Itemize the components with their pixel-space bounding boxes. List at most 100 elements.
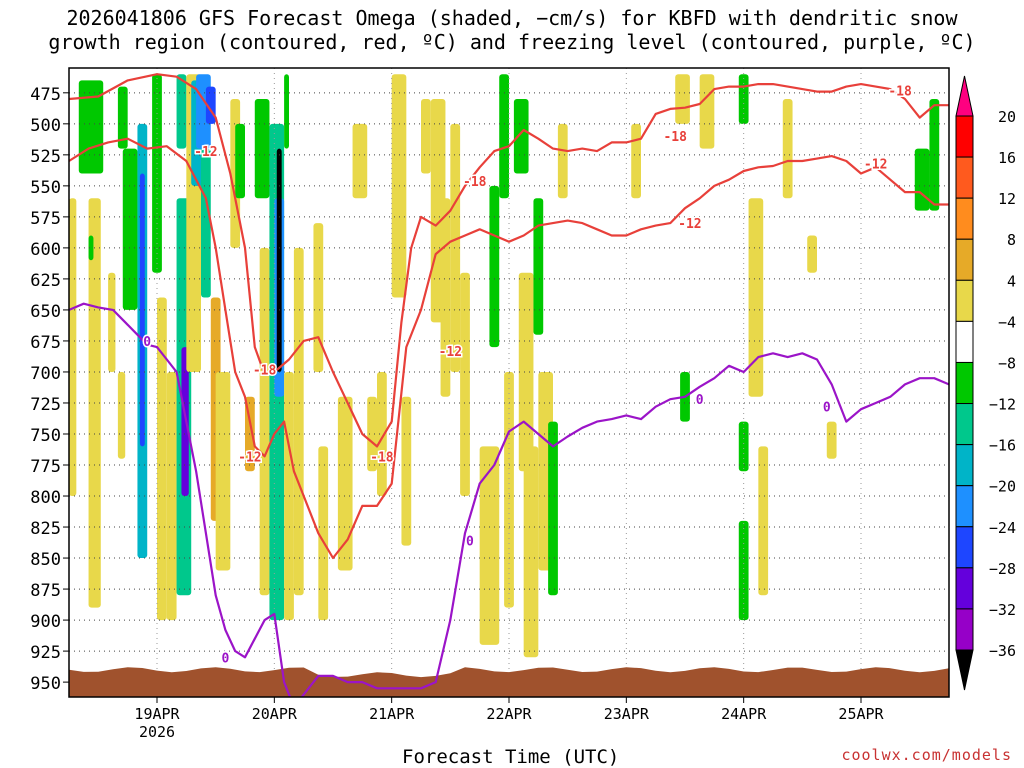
omega-shade-patch: [401, 396, 412, 546]
omega-shade-patch: [450, 123, 461, 372]
omega-shade-patch: [748, 198, 764, 397]
y-tick-label: 875: [30, 581, 61, 601]
x-tick-label: 20APR: [252, 705, 298, 723]
colorbar-swatch: [955, 444, 974, 487]
omega-shade-patch: [533, 198, 544, 335]
omega-shade-patch: [548, 421, 558, 596]
contour-label: 0: [143, 335, 151, 350]
omega-shade-patch: [499, 74, 509, 199]
omega-shade-patch: [460, 272, 470, 497]
omega-shade-patch: [675, 74, 690, 124]
x-tick-label: 22APR: [486, 705, 532, 723]
omega-shade-patch: [284, 74, 289, 149]
surface-terrain: [69, 667, 949, 697]
omega-shade-patch: [352, 123, 368, 199]
y-tick-label: 525: [30, 147, 61, 167]
contour-label: -18: [663, 130, 687, 145]
omega-shade-patch: [293, 247, 304, 596]
colorbar-swatch: [955, 485, 974, 528]
y-tick-label: 700: [30, 364, 61, 384]
omega-shade-patch: [181, 347, 189, 497]
contour-label: -18: [463, 175, 487, 190]
contour-label: -12: [238, 450, 261, 465]
contour-line: [69, 73, 949, 448]
omega-shade-patch: [440, 198, 451, 397]
colorbar-label: 16: [998, 149, 1016, 167]
contour-label: -18: [253, 363, 277, 378]
x-year-label: 2026: [139, 723, 175, 741]
y-tick-label: 775: [30, 457, 61, 477]
contour-label: 0: [696, 393, 704, 408]
omega-shade-patch: [201, 148, 211, 298]
omega-shade-patch: [557, 123, 568, 199]
omega-shade-patch: [254, 99, 270, 199]
y-tick-label: 850: [30, 550, 61, 570]
x-axis-title: Forecast Time (UTC): [402, 746, 620, 768]
omega-shade-patch: [699, 74, 715, 149]
y-tick-label: 500: [30, 116, 61, 136]
contour-label: -12: [439, 345, 462, 360]
x-tick-label: 19APR: [134, 705, 180, 723]
colorbar-top-arrow: [955, 75, 974, 117]
colorbar-label: 12: [998, 190, 1016, 208]
contour-label: -18: [370, 450, 394, 465]
omega-shade-patch: [807, 235, 817, 273]
omega-shade-patch: [78, 80, 104, 174]
contour-label: -12: [864, 158, 887, 173]
colorbar-label: −4: [998, 313, 1016, 331]
contour-line: [69, 137, 949, 560]
omega-shade-patch: [117, 371, 126, 459]
x-tick-label: 21APR: [369, 705, 415, 723]
contour-label: -12: [678, 217, 701, 232]
colorbar-swatch: [955, 608, 974, 651]
colorbar-label: 4: [1007, 272, 1016, 290]
omega-shade-patch: [69, 198, 77, 497]
colorbar-label: −8: [998, 354, 1016, 372]
plot-area: -12 -18 -12 -18 -18 -12 -12 -18 -12 -18 0 0 0 0 0: [69, 68, 949, 697]
omega-shade-patch: [108, 272, 116, 372]
omega-shade-patch: [421, 99, 431, 174]
omega-shade-patch: [139, 173, 145, 447]
y-tick-label: 475: [30, 85, 61, 105]
omega-shade-patch: [738, 74, 749, 124]
y-tick-label: 825: [30, 519, 61, 539]
chart-title-line1: 2026041806 GFS Forecast Omega (shaded, −…: [66, 6, 958, 30]
omega-shade-patch: [176, 74, 187, 149]
omega-shade-patch: [738, 520, 749, 621]
omega-shade-patch: [523, 446, 539, 658]
colorbar-swatch: [955, 403, 974, 446]
omega-shade-patch: [367, 396, 377, 472]
colorbar-label: −36: [989, 642, 1016, 660]
x-tick-label: 25APR: [838, 705, 884, 723]
omega-shade-patch: [758, 446, 769, 596]
omega-shade-patch: [738, 421, 749, 472]
colorbar-label: −24: [989, 519, 1016, 537]
x-tick-label: 23APR: [604, 705, 650, 723]
colorbar-swatch: [955, 238, 974, 281]
omega-shade-patch: [504, 371, 514, 608]
omega-shade-patch: [337, 396, 353, 571]
omega-shade-patch: [122, 148, 138, 310]
omega-shade-patch: [489, 185, 500, 348]
y-tick-label: 950: [30, 674, 61, 694]
omega-shade-patch: [88, 235, 94, 261]
omega-shade-patch: [235, 123, 245, 199]
y-tick-label: 675: [30, 333, 61, 353]
omega-shade-patch: [318, 446, 329, 621]
colorbar-swatch: [955, 279, 974, 322]
contour-label: 0: [466, 535, 474, 550]
colorbar-label: −28: [989, 560, 1016, 578]
omega-shade-patch: [166, 371, 177, 621]
credit-link[interactable]: coolwx.com/models: [841, 746, 1012, 764]
contour-label: -12: [194, 145, 217, 160]
omega-shade-patch: [826, 421, 837, 459]
chart-title-line2: growth region (contoured, red, ºC) and f…: [48, 30, 976, 54]
omega-shade-patch: [157, 297, 167, 621]
colorbar-label: −20: [989, 478, 1016, 496]
colorbar-swatch: [955, 156, 974, 199]
y-tick-label: 900: [30, 612, 61, 632]
omega-shade-patch: [215, 371, 231, 571]
omega-shade-patch: [518, 272, 534, 472]
colorbar-label: −16: [989, 437, 1016, 455]
